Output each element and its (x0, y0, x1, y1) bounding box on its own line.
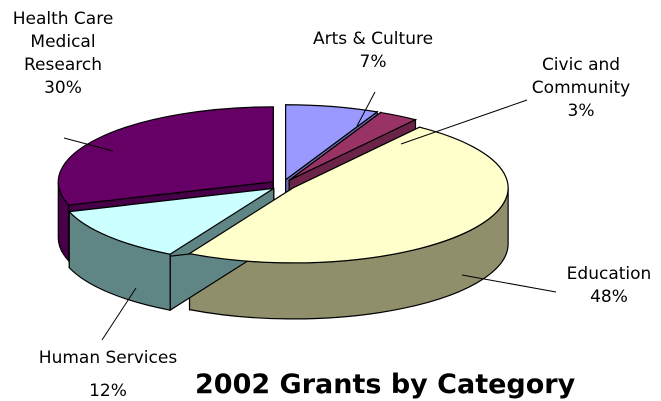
label-health-care-medical-research-percent: 30% (44, 78, 82, 98)
label-health-care-medical-research-line-2: Research (24, 55, 102, 75)
label-arts-and-culture-percent: 7% (360, 52, 387, 72)
slice-human-services (68, 187, 275, 255)
label-education-percent: 48% (590, 287, 628, 307)
label-civic-and-community-line-1: Community (532, 78, 630, 98)
chart-title: 2002 Grants by Category (195, 369, 576, 400)
label-arts-and-culture-line-0: Arts & Culture (313, 29, 433, 49)
label-education-line-0: Education (567, 264, 652, 284)
label-civic-and-community: Civic and Community 3% (532, 55, 630, 121)
leader-lines (63, 91, 557, 341)
label-human-services-line-0: Human Services (39, 348, 178, 368)
label-civic-and-community-percent: 3% (568, 101, 595, 121)
slice-civic-and-community (288, 111, 418, 181)
leader-arts-and-culture (356, 91, 376, 127)
slice-education (187, 126, 509, 264)
leader-education (461, 274, 557, 293)
label-education: Education 48% (567, 264, 652, 307)
label-human-services-percent: 12% (89, 381, 127, 401)
label-arts-and-culture: Arts & Culture 7% (313, 29, 433, 72)
leader-human-services (101, 287, 137, 341)
leader-civic-and-community (400, 99, 528, 145)
slice-arts-and-culture (285, 104, 379, 181)
pie-slices (57, 104, 509, 320)
label-civic-and-community-line-0: Civic and (542, 55, 620, 75)
label-health-care-medical-research-line-1: Medical (30, 32, 95, 52)
slice-health-care-medical-research (57, 106, 274, 206)
slice-labels: Arts & Culture 7% Civic and Community 3% Educ… (13, 9, 652, 401)
label-human-services: Human Services 12% (39, 348, 178, 401)
label-health-care-medical-research-line-0: Health Care (13, 9, 114, 29)
label-health-care-medical-research: Health Care Medical Research 30% (13, 9, 114, 98)
leader-health-care-medical-research (63, 137, 114, 152)
